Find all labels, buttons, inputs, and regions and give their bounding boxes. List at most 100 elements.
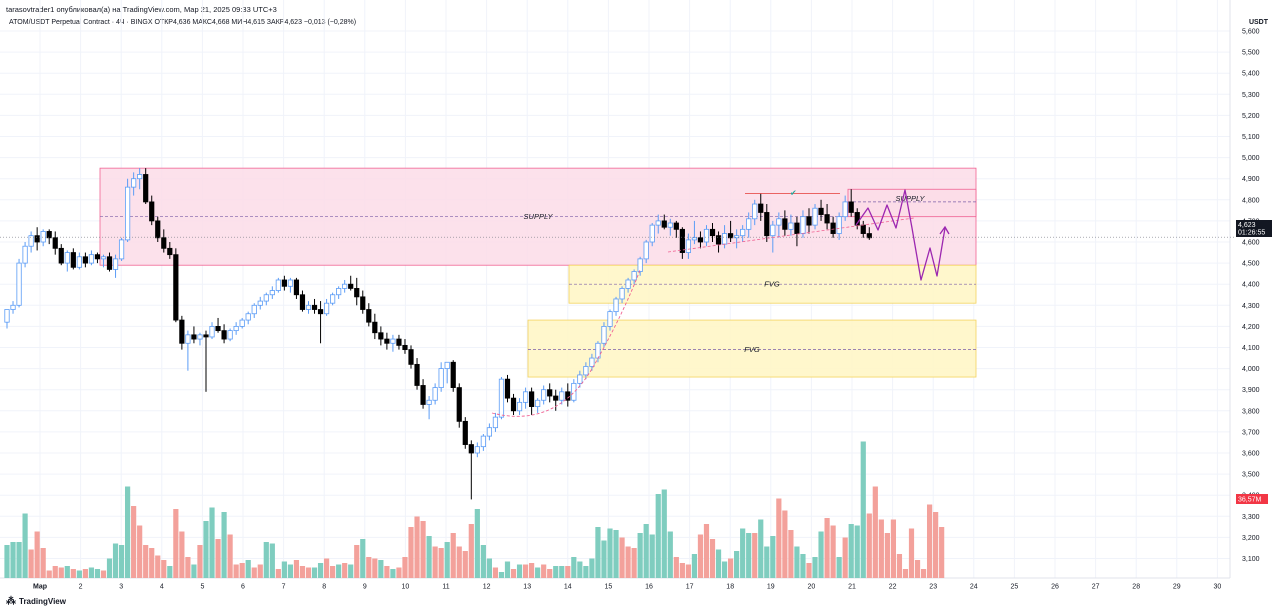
volume-bar (82, 569, 88, 578)
candle-body (82, 256, 88, 264)
candle-body (299, 294, 306, 310)
volume-bar (565, 566, 571, 578)
volume-bar (227, 534, 233, 578)
volume-bar (896, 554, 903, 578)
volume-bar (571, 557, 577, 578)
volume-bar (529, 563, 535, 578)
annotations: ✔ (0, 188, 1236, 417)
volume-bar (920, 569, 927, 578)
candle-body (46, 231, 52, 239)
price-axis[interactable]: 3,1003,2003,3003,4003,5003,6003,7003,800… (1242, 29, 1260, 564)
volume-bar (311, 567, 318, 578)
volume-bar (649, 534, 655, 578)
candle-body (709, 228, 716, 237)
candle-body (734, 235, 740, 239)
candle-body (179, 319, 185, 344)
time-tick-label: 4 (160, 584, 164, 591)
candle-body (173, 254, 179, 321)
volume-bar (317, 563, 324, 578)
volume-bar (703, 524, 710, 578)
candle-body (305, 304, 312, 310)
price-tick-label: 4,100 (1242, 345, 1260, 352)
volume-bar (758, 519, 764, 578)
volume-bar (589, 558, 595, 578)
time-tick-label: 20 (808, 584, 816, 591)
candle-body (631, 271, 637, 281)
candle-body (830, 222, 836, 234)
volume-bar (221, 512, 227, 578)
time-tick-label: 23 (929, 584, 937, 591)
price-tick-label: 4,000 (1242, 366, 1260, 373)
volume-bar (625, 546, 631, 578)
candle-body (782, 218, 788, 230)
time-tick-label: 21 (848, 584, 856, 591)
price-tick-label: 5,100 (1242, 134, 1260, 141)
candle-body (432, 387, 438, 401)
time-axis[interactable]: Мар 2 3 4 5 6 7 8 9 10 11 12 13 14 15 16 17 18 19 20 21 22 23 2… (33, 584, 1221, 591)
candle-body (468, 444, 474, 454)
candle-body (529, 391, 535, 407)
time-tick-label: 12 (483, 584, 491, 591)
time-tick-label: 28 (1132, 584, 1140, 591)
volume-bar (661, 489, 667, 578)
candle-body (492, 416, 499, 429)
volume-bar (408, 527, 414, 578)
volume-bar (498, 572, 505, 578)
zone-label: SUPPLY (524, 212, 554, 221)
candle-body (251, 304, 257, 315)
volume-bar (812, 557, 818, 578)
volume-bar (740, 528, 746, 578)
volume-bar (480, 545, 486, 578)
volume-bar (155, 555, 161, 578)
volume-bar (10, 542, 16, 578)
price-tick-label: 5,600 (1242, 29, 1260, 36)
volume-bar (468, 524, 474, 578)
last-price-badge: 4,623 (1238, 222, 1256, 229)
volume-bar (450, 533, 456, 578)
candle-body (456, 387, 462, 422)
volume-bar (541, 564, 547, 578)
candle-body (185, 334, 191, 344)
candle-body (746, 218, 752, 230)
time-tick-label: 18 (726, 584, 734, 591)
volume-bar (613, 530, 619, 578)
volume-bar (106, 558, 113, 578)
volume-bar (305, 567, 312, 578)
time-tick-label: 15 (605, 584, 613, 591)
candle-body (378, 332, 384, 340)
volume-bar (794, 546, 800, 578)
volume-bar (535, 567, 541, 578)
candle-body (64, 252, 70, 264)
volume-bar (673, 557, 679, 578)
volume-bar (245, 560, 251, 578)
volume-bar (788, 530, 794, 578)
price-tick-label: 5,300 (1242, 92, 1260, 99)
volume-bar (577, 561, 583, 578)
candle-body (88, 254, 95, 264)
volume-bar (878, 519, 884, 578)
candle-body (613, 298, 619, 313)
volume-bar (269, 543, 275, 578)
candle-body (118, 239, 125, 260)
price-tick-label: 4,500 (1242, 261, 1260, 268)
candle-body (40, 231, 46, 243)
volume-bar (366, 557, 372, 578)
candle-body (866, 233, 872, 239)
volume-bar (432, 546, 438, 578)
time-tick-label: 27 (1092, 584, 1100, 591)
volume-bar (667, 531, 673, 578)
candle-body (685, 239, 691, 253)
volume-bar (125, 486, 131, 578)
time-tick-label: 14 (564, 584, 572, 591)
volume-bar (510, 569, 517, 578)
volume-bar (197, 545, 203, 578)
volume-bar (420, 521, 426, 578)
symbol-info[interactable]: ATOM/USDT Perpetual Contract · 4Ч · BING… (9, 19, 357, 26)
tradingview-logo[interactable]: ⁂ TradingView (6, 596, 66, 607)
time-tick-label: 16 (645, 584, 653, 591)
candle-body (480, 435, 486, 448)
candle-body (257, 300, 263, 306)
candle-body (715, 235, 722, 245)
time-tick-label: 26 (1051, 584, 1059, 591)
